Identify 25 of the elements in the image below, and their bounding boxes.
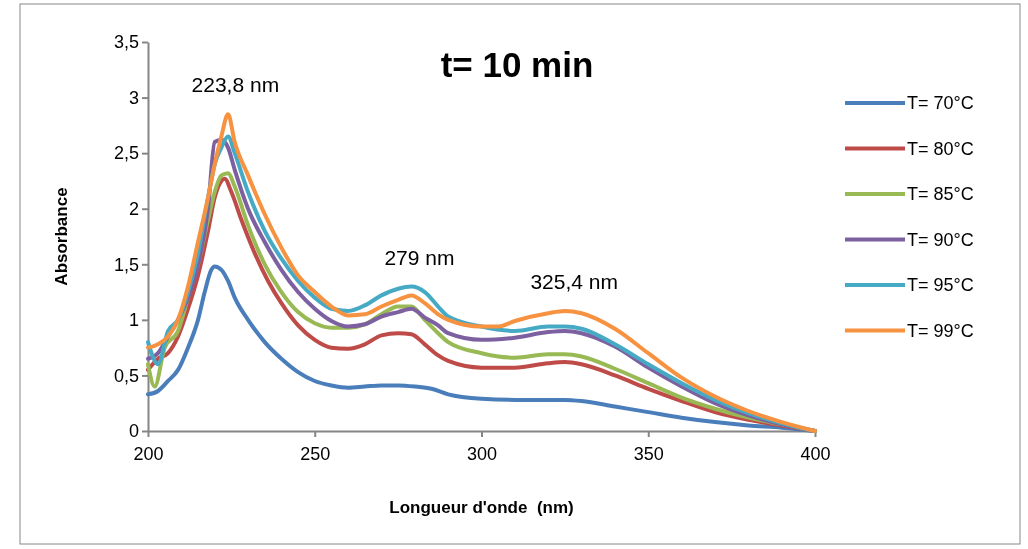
y-tick-label: 3,5 [113, 32, 139, 53]
y-tick-label: 0,5 [113, 365, 139, 386]
y-tick-label: 2 [128, 198, 139, 219]
y-tick-label: 1 [128, 310, 139, 331]
y-axis-title: Absorbance [52, 187, 71, 286]
chart-title: t= 10 min [440, 45, 594, 84]
legend-label: T= 70°C [907, 93, 974, 113]
x-tick-label: 300 [466, 443, 498, 464]
y-tick-label: 0 [128, 421, 139, 442]
annotation: 325,4 nm [530, 269, 618, 293]
y-tick-label: 1,5 [113, 254, 139, 275]
legend-label: T= 85°C [907, 184, 974, 204]
annotation: 223,8 nm [191, 73, 280, 97]
annotation: 279 nm [384, 245, 455, 269]
x-tick-label: 200 [133, 443, 164, 464]
legend-label: T= 80°C [907, 138, 974, 159]
y-tick-label: 3 [128, 87, 139, 108]
x-axis-title: Longueur d'onde (nm) [389, 498, 574, 517]
legend-label: T= 90°C [907, 229, 974, 250]
legend-label: T= 99°C [907, 320, 974, 341]
x-tick-label: 400 [800, 443, 831, 464]
x-tick-label: 250 [300, 443, 331, 464]
x-tick-label: 350 [633, 443, 664, 464]
y-tick-label: 2,5 [113, 143, 139, 164]
legend-label: T= 95°C [907, 275, 974, 295]
